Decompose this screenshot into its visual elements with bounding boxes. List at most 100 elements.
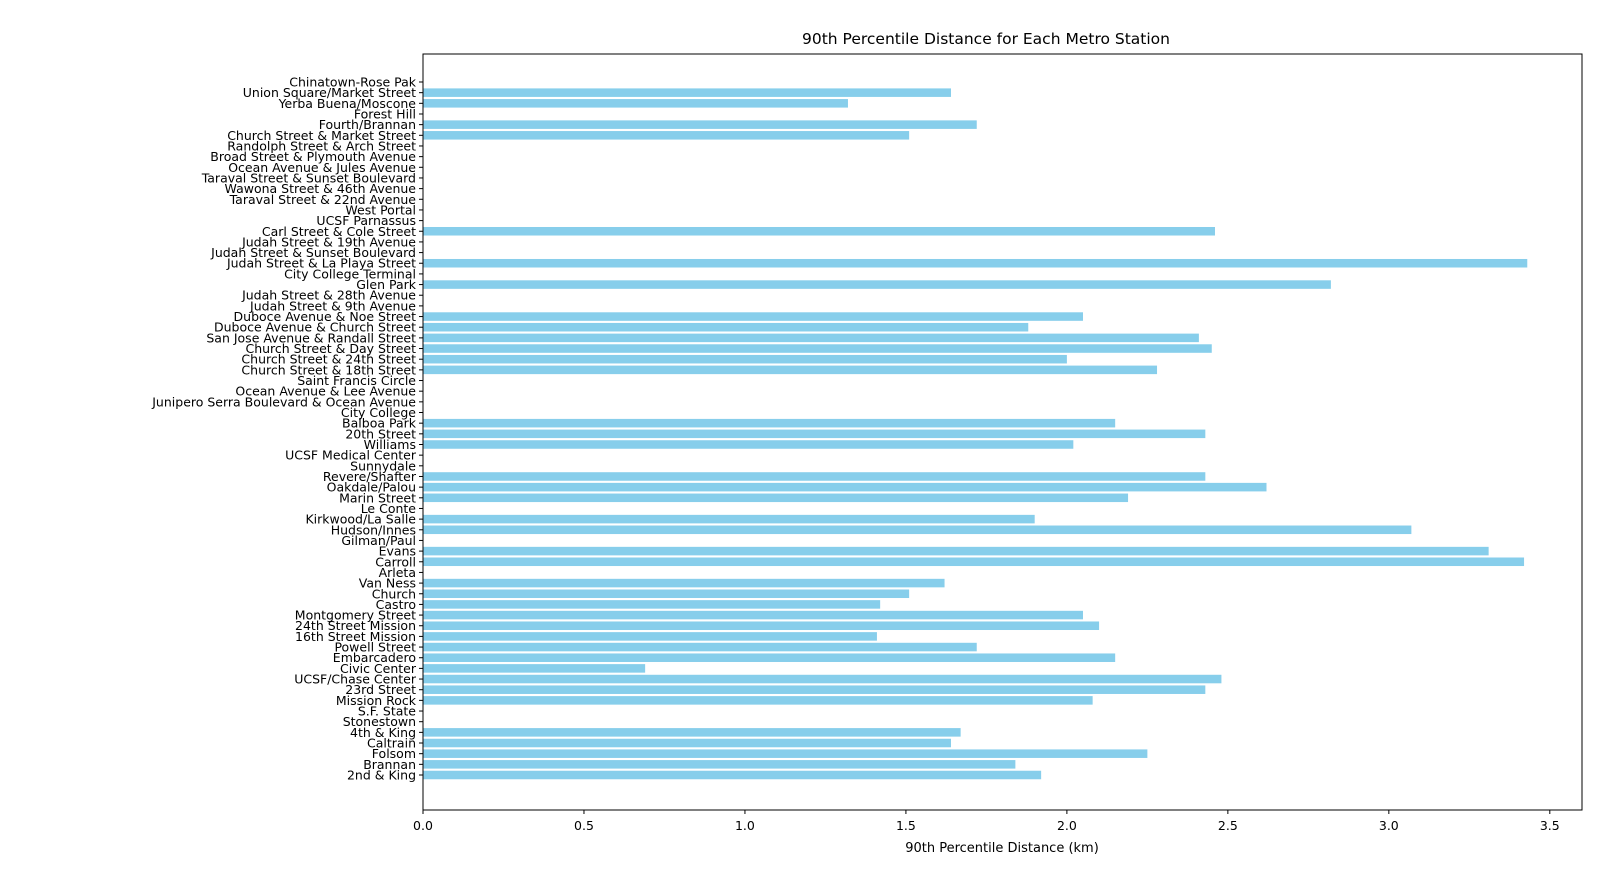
category-label: Carl Street & Cole Street bbox=[262, 224, 416, 239]
bar bbox=[423, 333, 1199, 343]
chart-title: 90th Percentile Distance for Each Metro … bbox=[802, 30, 1170, 48]
bar bbox=[423, 610, 1083, 620]
category-label: 20th Street bbox=[345, 426, 416, 441]
bar bbox=[423, 482, 1267, 492]
category-label: West Portal bbox=[345, 202, 416, 217]
category-label: Fourth/Brannan bbox=[319, 117, 416, 132]
bar bbox=[423, 632, 877, 641]
bar bbox=[423, 770, 1042, 780]
x-tick-label: 3.5 bbox=[1540, 818, 1560, 833]
category-label: Williams bbox=[364, 437, 416, 452]
category-label: Duboce Avenue & Church Street bbox=[214, 320, 416, 335]
category-label: Judah Street & La Playa Street bbox=[226, 256, 416, 271]
x-ticks-group: 0.0 0.5 1.0 1.5 2.0 2.5 3.0 3.5 bbox=[413, 810, 1560, 833]
category-label: Wawona Street & 46th Avenue bbox=[225, 181, 417, 196]
category-label: Saint Francis Circle bbox=[297, 373, 416, 388]
category-label: Folsom bbox=[372, 746, 416, 761]
bar bbox=[423, 525, 1412, 535]
x-tick-label: 2.5 bbox=[1218, 818, 1238, 833]
bar bbox=[423, 131, 910, 140]
category-label: Caltrain bbox=[367, 736, 416, 751]
category-label: Marin Street bbox=[339, 490, 416, 505]
bar bbox=[423, 344, 1212, 353]
category-label: Judah Street & 28th Avenue bbox=[241, 288, 416, 303]
bar bbox=[423, 493, 1129, 503]
bar bbox=[423, 600, 881, 609]
category-label: City College Terminal bbox=[284, 266, 416, 281]
category-label: 16th Street Mission bbox=[295, 629, 416, 644]
bar bbox=[423, 696, 1093, 705]
category-label: UCSF Medical Center bbox=[285, 448, 417, 463]
bar bbox=[423, 99, 848, 108]
category-label: 4th & King bbox=[350, 725, 416, 740]
category-label: Sunnydale bbox=[350, 458, 416, 473]
bar bbox=[423, 546, 1489, 556]
category-label: Randolph Street & Arch Street bbox=[227, 138, 416, 153]
bar bbox=[423, 760, 1016, 769]
category-label: UCSF Parnassus bbox=[316, 213, 416, 228]
bar bbox=[423, 120, 977, 129]
bar bbox=[423, 312, 1083, 321]
plot-area-frame bbox=[422, 53, 1583, 811]
category-label: Union Square/Market Street bbox=[243, 85, 416, 100]
category-label: Yerba Buena/Moscone bbox=[278, 96, 417, 111]
category-label: Forest Hill bbox=[354, 106, 416, 121]
bar bbox=[423, 418, 1116, 428]
bar bbox=[423, 88, 951, 97]
bar bbox=[423, 472, 1206, 481]
bar bbox=[423, 514, 1035, 524]
category-label: Judah Street & Sunset Boulevard bbox=[210, 245, 416, 260]
category-label: Stonestown bbox=[343, 714, 416, 729]
bar bbox=[423, 738, 951, 748]
category-label: Church Street & 18th Street bbox=[241, 362, 416, 377]
category-label: Le Conte bbox=[361, 501, 417, 516]
bar bbox=[423, 728, 961, 737]
category-label: Ocean Avenue & Jules Avenue bbox=[228, 160, 416, 175]
bar bbox=[423, 653, 1116, 662]
category-label: Carroll bbox=[375, 554, 416, 569]
category-label: Revere/Shafter bbox=[323, 469, 417, 484]
category-label: Oakdale/Palou bbox=[327, 480, 416, 495]
bar bbox=[423, 642, 977, 652]
category-label: Church Street & Market Street bbox=[227, 128, 416, 143]
bar bbox=[423, 664, 646, 673]
category-label: UCSF/Chase Center bbox=[294, 672, 417, 687]
category-label: Duboce Avenue & Noe Street bbox=[234, 309, 417, 324]
x-tick-label: 3.0 bbox=[1379, 818, 1399, 833]
category-label: 24th Street Mission bbox=[295, 618, 416, 633]
category-label: Montgomery Street bbox=[295, 608, 416, 623]
x-axis-label: 90th Percentile Distance (km) bbox=[905, 841, 1099, 856]
category-label: Van Ness bbox=[359, 576, 416, 591]
category-label: Taraval Street & Sunset Boulevard bbox=[201, 170, 416, 185]
bar bbox=[423, 578, 945, 588]
x-tick-label: 2.0 bbox=[1057, 818, 1077, 833]
bars-group bbox=[423, 88, 1528, 780]
bar bbox=[423, 429, 1206, 439]
bar bbox=[423, 589, 910, 599]
category-label: Civic Center bbox=[340, 661, 417, 676]
category-label: Balboa Park bbox=[342, 416, 417, 431]
category-label: Embarcadero bbox=[333, 650, 416, 665]
category-label: Hudson/Innes bbox=[331, 522, 416, 537]
category-label: Church Street & 24th Street bbox=[241, 352, 416, 367]
category-label: Evans bbox=[379, 544, 416, 559]
category-label: Taraval Street & 22nd Avenue bbox=[229, 192, 417, 207]
category-label: 23rd Street bbox=[345, 682, 416, 697]
category-label: Arleta bbox=[379, 565, 416, 580]
x-tick-label: 0.0 bbox=[413, 818, 433, 833]
category-label: San Jose Avenue & Randall Street bbox=[206, 330, 416, 345]
category-label: Mission Rock bbox=[336, 693, 417, 708]
category-label: Chinatown-Rose Pak bbox=[289, 75, 416, 90]
category-label: Church bbox=[372, 586, 416, 601]
x-tick-label: 1.0 bbox=[735, 818, 755, 833]
category-label: Powell Street bbox=[334, 640, 416, 655]
category-label: S.F. State bbox=[358, 704, 416, 719]
category-label: Castro bbox=[376, 597, 416, 612]
bar bbox=[423, 226, 1215, 236]
bar bbox=[423, 280, 1331, 289]
bar bbox=[423, 440, 1074, 449]
bar bbox=[423, 557, 1525, 567]
category-label: City College bbox=[341, 405, 416, 420]
